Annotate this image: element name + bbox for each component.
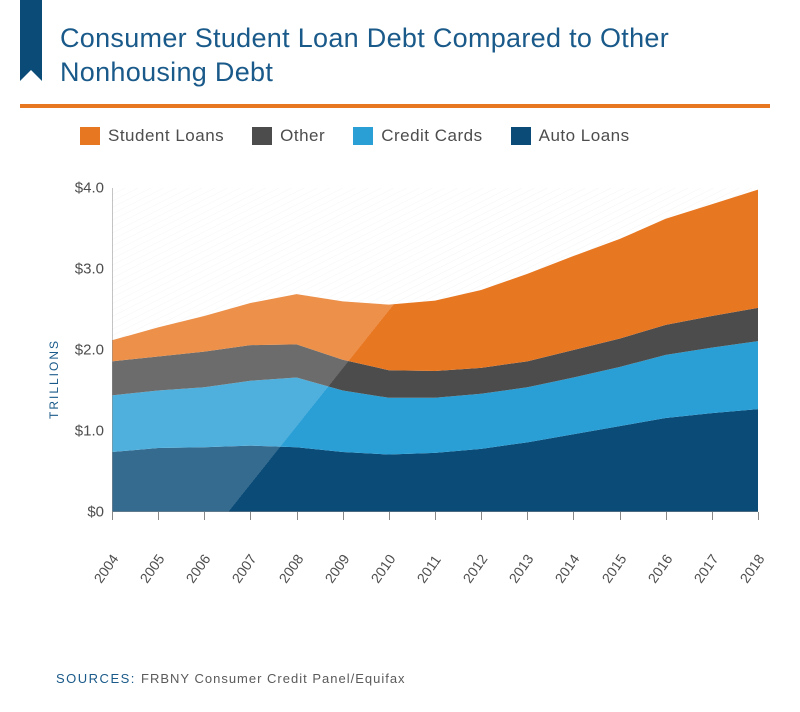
legend-label: Other xyxy=(280,126,325,146)
y-axis-label: TRILLIONS xyxy=(47,338,61,418)
x-tick-label: 2007 xyxy=(229,551,260,586)
chart-title: Consumer Student Loan Debt Compared to O… xyxy=(60,20,770,90)
x-tick xyxy=(158,512,159,520)
x-tick xyxy=(297,512,298,520)
y-tick: $3.0 xyxy=(75,260,104,277)
x-tick xyxy=(666,512,667,520)
legend-item: Student Loans xyxy=(80,126,224,146)
legend: Student Loans Other Credit Cards Auto Loans xyxy=(20,126,770,146)
x-tick xyxy=(112,512,113,520)
x-tick xyxy=(758,512,759,520)
legend-label: Auto Loans xyxy=(539,126,630,146)
x-tick xyxy=(435,512,436,520)
chart-area: TRILLIONS $0 $1.0 $2.0 $3.0 $4.0 2004 2005 2006… xyxy=(20,172,770,592)
legend-swatch xyxy=(80,127,100,145)
x-tick-label: 2008 xyxy=(275,551,306,586)
x-tick-label: 2011 xyxy=(414,552,444,586)
x-tick-label: 2006 xyxy=(183,551,214,586)
y-tick: $1.0 xyxy=(75,422,104,439)
x-tick xyxy=(343,512,344,520)
legend-swatch xyxy=(511,127,531,145)
legend-item: Other xyxy=(252,126,325,146)
legend-swatch xyxy=(252,127,272,145)
x-tick xyxy=(712,512,713,520)
x-tick xyxy=(481,512,482,520)
sources-label: SOURCES: xyxy=(56,671,136,686)
sources-value: FRBNY Consumer Credit Panel/Equifax xyxy=(141,671,406,686)
x-tick-label: 2016 xyxy=(644,551,675,586)
x-tick xyxy=(389,512,390,520)
legend-swatch xyxy=(353,127,373,145)
ribbon-icon xyxy=(20,0,42,70)
y-tick: $0 xyxy=(87,503,104,520)
x-tick-label: 2010 xyxy=(367,551,398,586)
x-tick xyxy=(204,512,205,520)
x-tick-label: 2009 xyxy=(321,551,352,586)
divider xyxy=(20,104,770,108)
legend-label: Credit Cards xyxy=(381,126,482,146)
y-tick: $4.0 xyxy=(75,179,104,196)
sources: SOURCES: FRBNY Consumer Credit Panel/Equ… xyxy=(56,671,406,686)
x-tick-label: 2013 xyxy=(506,551,537,586)
x-tick xyxy=(620,512,621,520)
y-tick: $2.0 xyxy=(75,341,104,358)
x-tick xyxy=(573,512,574,520)
x-tick-label: 2015 xyxy=(598,551,629,586)
x-tick xyxy=(250,512,251,520)
x-tick-label: 2012 xyxy=(460,551,491,586)
x-tick-label: 2014 xyxy=(552,551,583,586)
legend-item: Auto Loans xyxy=(511,126,630,146)
x-tick xyxy=(527,512,528,520)
x-tick-label: 2004 xyxy=(91,551,122,586)
x-tick-label: 2017 xyxy=(690,551,721,586)
x-tick-label: 2018 xyxy=(737,551,768,586)
x-tick-label: 2005 xyxy=(137,551,168,586)
legend-item: Credit Cards xyxy=(353,126,482,146)
legend-label: Student Loans xyxy=(108,126,224,146)
